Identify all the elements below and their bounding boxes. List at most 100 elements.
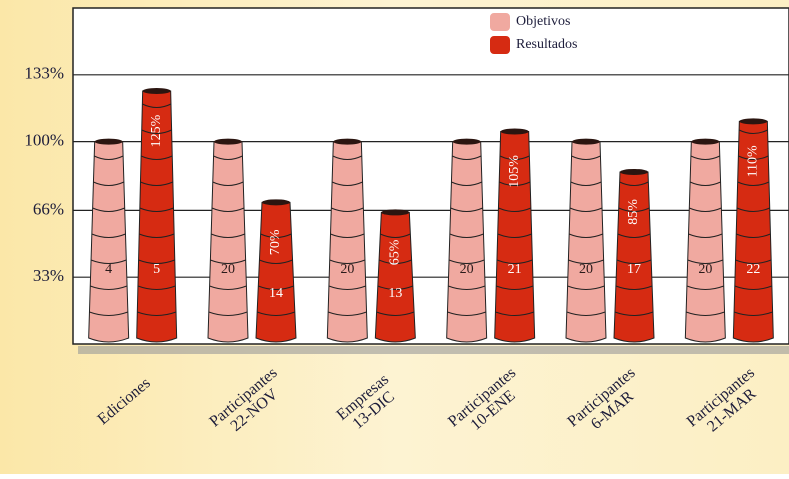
bar-band: [495, 311, 535, 316]
bar-band: [615, 285, 653, 290]
count-label: 20: [460, 262, 474, 277]
bar-band: [140, 155, 173, 160]
bar-band: [450, 207, 483, 212]
count-label: 13: [388, 286, 402, 301]
bar-band: [212, 181, 244, 186]
bar-band: [260, 233, 292, 238]
legend-label: Resultados: [516, 37, 577, 52]
bar-band: [328, 285, 366, 290]
bar: [326, 141, 368, 343]
count-label: 20: [340, 262, 354, 277]
count-label: 20: [698, 262, 712, 277]
shadow: [78, 346, 789, 354]
bar-band: [330, 233, 365, 238]
bar-band: [210, 233, 246, 238]
bar-band: [498, 207, 532, 212]
bar-band: [567, 285, 605, 290]
count-label: 17: [627, 262, 641, 277]
bar-band: [327, 311, 367, 316]
bar-band: [568, 233, 604, 238]
bar-band: [618, 207, 650, 212]
count-label: 14: [269, 286, 283, 301]
bar-band: [331, 207, 364, 212]
bar-band: [571, 155, 601, 160]
count-label: 20: [221, 262, 235, 277]
bar: [255, 201, 297, 343]
count-label: 20: [579, 262, 593, 277]
bar-band: [137, 311, 177, 316]
bar-top: [94, 138, 123, 145]
bar-band: [447, 311, 487, 316]
bar-band: [332, 155, 362, 160]
bar-band: [566, 311, 606, 316]
bar-band: [140, 181, 174, 186]
bar-band: [616, 259, 652, 264]
bar-band: [736, 207, 770, 212]
bar-band: [688, 233, 723, 238]
bar: [446, 141, 488, 343]
value-label: 65%: [388, 239, 403, 265]
bar-band: [329, 259, 366, 264]
bar-band: [142, 103, 172, 108]
y-tick-label: 100%: [24, 130, 64, 149]
bar-band: [736, 233, 771, 238]
bar-band: [89, 311, 129, 316]
legend-label: Objetivos: [516, 14, 570, 29]
bar: [136, 90, 178, 343]
bar-band: [208, 311, 248, 316]
bar-top: [214, 138, 242, 145]
bar-band: [256, 311, 296, 316]
bar-top: [691, 138, 720, 145]
bar-band: [686, 285, 724, 290]
y-tick-label: 66%: [33, 199, 64, 218]
bar-band: [258, 285, 294, 290]
value-label: 85%: [626, 199, 641, 225]
bar-band: [141, 129, 172, 134]
bar-band: [569, 207, 603, 212]
bar-top: [500, 128, 529, 135]
bar: [374, 211, 416, 343]
bar-band: [448, 259, 485, 264]
bar-band: [211, 207, 245, 212]
bar-band: [614, 311, 654, 316]
bar-band: [570, 181, 602, 186]
count-label: 5: [153, 262, 160, 277]
bar-band: [451, 181, 483, 186]
bar-band: [210, 259, 246, 264]
bar-band: [689, 207, 722, 212]
value-label: 125%: [149, 114, 164, 147]
bar-band: [685, 311, 725, 316]
bar-band: [213, 155, 243, 160]
bar-top: [142, 87, 171, 94]
bar-band: [738, 155, 769, 160]
bar-top: [381, 209, 410, 216]
bar-band: [499, 155, 530, 160]
bar-top: [452, 138, 481, 145]
bar: [613, 171, 655, 343]
bar-band: [138, 259, 175, 264]
legend-swatch: [490, 13, 510, 31]
bar-band: [496, 259, 533, 264]
bar-band: [735, 259, 772, 264]
bar-band: [738, 129, 768, 134]
bar: [684, 141, 726, 343]
bar-top: [739, 118, 768, 125]
bar-band: [139, 233, 175, 238]
bar-band: [734, 285, 773, 290]
count-label: 4: [105, 262, 112, 277]
bar-band: [497, 233, 532, 238]
legend-swatch: [490, 36, 510, 54]
bar-band: [737, 181, 770, 186]
bar-band: [617, 233, 651, 238]
bar-top: [262, 199, 290, 206]
bar-top: [572, 138, 600, 145]
value-label: 105%: [507, 155, 522, 188]
bar-band: [209, 285, 247, 290]
bar-band: [90, 259, 127, 264]
bar-band: [452, 155, 482, 160]
plot-area: [72, 7, 789, 345]
bar-band: [619, 181, 649, 186]
bar-top: [620, 168, 648, 175]
bar-band: [376, 311, 415, 316]
